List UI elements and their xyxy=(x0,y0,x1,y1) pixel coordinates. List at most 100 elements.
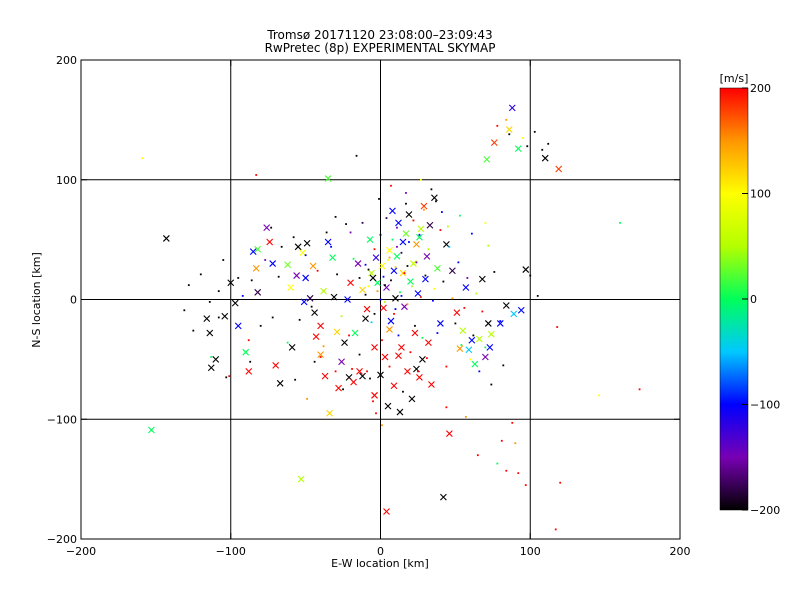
data-point-x xyxy=(465,346,473,354)
colorbar-tick-label: −100 xyxy=(750,399,780,412)
data-point-dot xyxy=(348,334,350,337)
data-point-dot xyxy=(496,124,499,127)
data-point-x xyxy=(369,274,377,282)
data-point-x xyxy=(366,236,374,244)
data-point-dot xyxy=(387,259,389,261)
data-point-dot xyxy=(385,217,388,219)
data-point-dot xyxy=(436,332,439,334)
data-point-dot xyxy=(340,315,343,318)
data-point-x xyxy=(393,253,401,260)
data-point-x xyxy=(478,275,486,283)
data-point-dot xyxy=(388,365,391,368)
data-point-dot xyxy=(345,223,347,225)
data-point-x xyxy=(404,367,411,375)
data-point-dot xyxy=(484,221,487,224)
colorbar-tick-label: 100 xyxy=(750,188,771,201)
x-tick-label: −100 xyxy=(216,545,246,558)
data-point-x xyxy=(419,355,426,363)
data-point-dot xyxy=(192,329,195,332)
data-point-x xyxy=(354,260,362,267)
data-point-x xyxy=(266,238,274,246)
data-point-dot xyxy=(228,375,231,378)
data-point-dot xyxy=(294,378,297,381)
data-point-x xyxy=(303,239,311,247)
data-point-dot xyxy=(484,346,487,349)
data-point-dot xyxy=(225,376,228,379)
data-point-dot xyxy=(313,360,316,363)
data-point-dot xyxy=(394,266,397,269)
data-point-x xyxy=(508,104,516,112)
data-point-dot xyxy=(517,472,520,475)
data-point-dot xyxy=(445,365,448,368)
data-point-dot xyxy=(475,292,478,295)
data-point-x xyxy=(263,224,271,232)
data-point-dot xyxy=(414,324,416,327)
data-point-dot xyxy=(271,316,274,319)
data-point-dot xyxy=(141,157,144,160)
data-point-x xyxy=(405,211,413,218)
data-point-dot xyxy=(405,202,407,205)
data-point-x xyxy=(462,284,470,291)
data-point-dot xyxy=(559,481,562,484)
data-point-dot xyxy=(424,274,427,277)
data-point-x xyxy=(252,264,260,272)
data-point-x xyxy=(386,247,393,254)
data-point-dot xyxy=(388,256,391,259)
data-point-x xyxy=(249,248,257,255)
data-point-x xyxy=(329,254,336,261)
data-point-dot xyxy=(619,221,621,224)
data-point-dot xyxy=(445,406,448,409)
data-point-dot xyxy=(400,295,403,297)
data-point-x xyxy=(206,329,214,337)
data-point-dot xyxy=(334,370,337,373)
y-tick-label: −100 xyxy=(47,413,77,426)
data-point-x xyxy=(254,288,262,296)
data-point-dot xyxy=(514,442,517,445)
y-tick-label: −200 xyxy=(47,533,77,546)
data-point-x xyxy=(294,243,302,251)
colorbar-tick-label: −200 xyxy=(750,504,780,517)
data-point-dot xyxy=(270,226,273,229)
data-point-x xyxy=(514,145,522,153)
data-point-x xyxy=(371,344,378,351)
data-point-x xyxy=(309,262,317,270)
data-point-dot xyxy=(304,254,307,257)
chart-subtitle: RwPretec (8p) EXPERIMENTAL SKYMAP xyxy=(265,41,496,55)
data-point-dot xyxy=(420,178,422,181)
data-point-dot xyxy=(409,351,412,354)
x-axis-label: E-W location [km] xyxy=(331,557,429,570)
data-point-dot xyxy=(451,297,454,300)
data-point-dot xyxy=(351,368,353,370)
data-point-dot xyxy=(187,284,190,287)
data-point-x xyxy=(330,293,338,301)
data-point-dot xyxy=(382,275,385,278)
data-point-dot xyxy=(493,271,496,273)
data-point-dot xyxy=(376,290,379,293)
colorbar-tick-label: 0 xyxy=(750,293,757,306)
data-point-x xyxy=(363,305,371,313)
data-point-dot xyxy=(403,272,406,275)
y-tick-label: 100 xyxy=(56,174,77,187)
data-point-dot xyxy=(222,259,225,261)
data-point-dot xyxy=(526,145,529,148)
data-point-dot xyxy=(529,274,532,277)
data-point-x xyxy=(383,508,390,515)
data-point-x xyxy=(408,395,416,403)
data-point-x xyxy=(496,320,504,327)
y-tick-label: 0 xyxy=(70,294,77,307)
data-point-dot xyxy=(470,232,473,235)
data-point-dot xyxy=(505,118,508,121)
data-point-x xyxy=(378,262,386,270)
data-point-x xyxy=(372,254,380,261)
data-point-x xyxy=(390,267,398,275)
data-point-x xyxy=(448,267,456,275)
data-point-dot xyxy=(319,356,322,358)
data-point-x xyxy=(297,475,305,483)
data-point-x xyxy=(410,260,417,267)
data-point-dot xyxy=(476,454,479,457)
data-point-x xyxy=(399,269,407,277)
data-point-x xyxy=(317,351,324,358)
data-point-dot xyxy=(391,238,394,241)
data-point-dot xyxy=(393,312,395,315)
data-point-dot xyxy=(358,353,361,356)
